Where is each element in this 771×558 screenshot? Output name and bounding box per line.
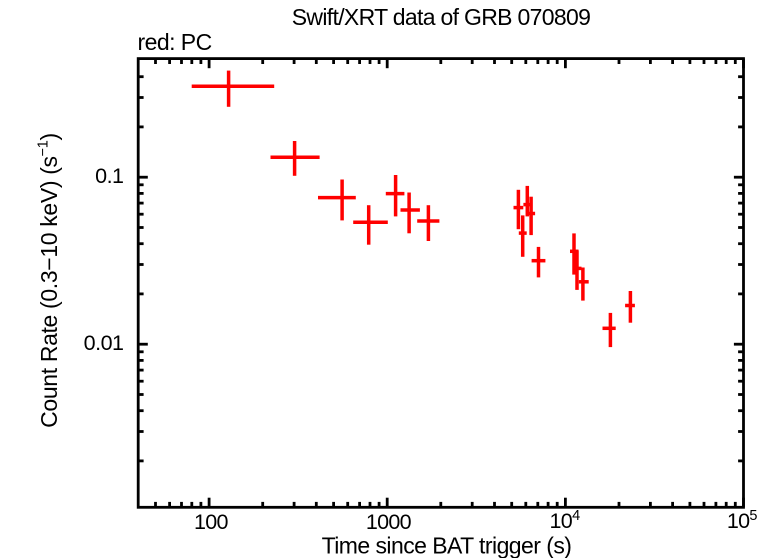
svg-text:Time since BAT trigger (s): Time since BAT trigger (s) [322,533,572,558]
svg-text:Count Rate (0.3−10 keV) (s−1): Count Rate (0.3−10 keV) (s−1) [36,133,63,428]
svg-text:1000: 1000 [366,510,412,534]
svg-text:Swift/XRT data of GRB 070809: Swift/XRT data of GRB 070809 [292,4,590,30]
svg-text:105: 105 [727,508,758,533]
svg-text:red: PC: red: PC [138,29,212,55]
svg-text:0.1: 0.1 [95,164,123,188]
svg-text:100: 100 [194,510,229,534]
svg-text:0.01: 0.01 [84,331,124,355]
svg-text:104: 104 [550,508,581,533]
